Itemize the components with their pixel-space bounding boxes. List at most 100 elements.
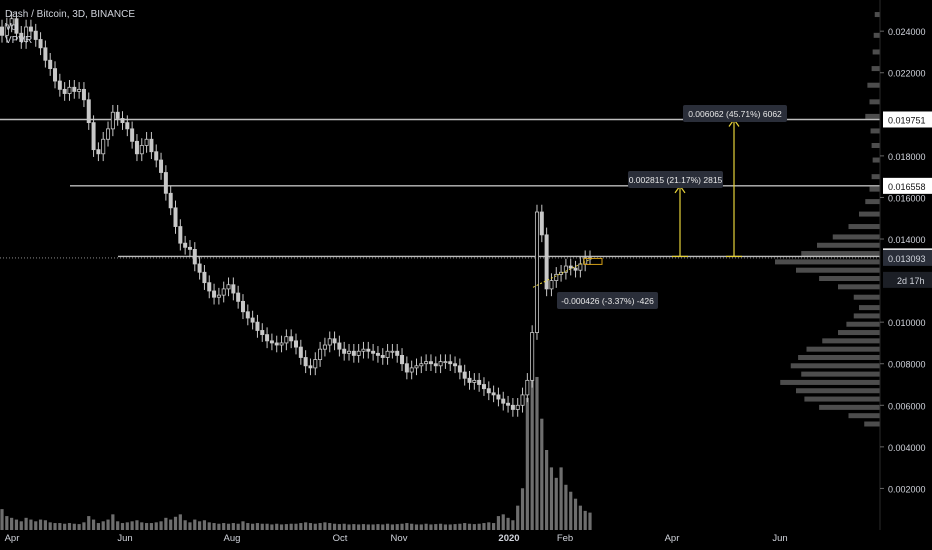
candle-body xyxy=(96,149,101,155)
volume-bar xyxy=(58,523,62,530)
candle-body xyxy=(289,336,294,342)
candles xyxy=(0,11,593,417)
volume-bar xyxy=(217,523,221,530)
candle-body xyxy=(496,394,501,400)
candle-body xyxy=(0,26,4,36)
volume-bar xyxy=(91,519,96,530)
candle-body xyxy=(559,271,564,275)
volume-bar xyxy=(82,522,86,530)
profile-bar xyxy=(780,379,880,385)
candle-body xyxy=(284,336,289,344)
volume-bar xyxy=(352,524,356,530)
profile-bar xyxy=(853,313,880,319)
candle-body xyxy=(438,361,443,367)
volume-bar xyxy=(385,523,390,530)
volume-bar xyxy=(299,523,303,530)
profile-bar xyxy=(859,211,880,217)
candle-body xyxy=(144,138,149,146)
volume-bar xyxy=(140,522,144,530)
volume-bar xyxy=(10,517,14,530)
volume-bar xyxy=(87,516,91,530)
profile-bar xyxy=(819,276,880,282)
vpvr-indicator-label[interactable]: VPVR xyxy=(5,35,33,46)
volume-bar xyxy=(116,521,120,530)
volume-bar xyxy=(226,523,231,530)
profile-bar xyxy=(865,113,880,119)
price-tick-label: 0.006000 xyxy=(888,401,926,411)
candle-body xyxy=(568,265,573,269)
candle-body xyxy=(28,26,33,32)
symbol-title[interactable]: Dash / Bitcoin, 3D, BINANCE xyxy=(5,9,136,20)
volume-bar xyxy=(559,467,563,530)
candle-body xyxy=(197,263,202,273)
measurement-tools[interactable]: 0.006062 (45.71%) 6062 0.002815 (21.17%) … xyxy=(532,105,787,309)
candle-body xyxy=(154,151,159,161)
measure-box xyxy=(583,257,603,265)
volume-bar xyxy=(270,524,274,530)
profile-bar xyxy=(865,199,880,205)
time-axis[interactable]: Apr Jun Aug Oct Nov 2020 Feb Apr Jun xyxy=(5,533,788,544)
candle-body xyxy=(385,350,390,358)
candle-body xyxy=(43,47,48,61)
volume-bar xyxy=(530,370,534,530)
candle-body xyxy=(240,300,245,313)
candle-body xyxy=(110,111,115,130)
candle-body xyxy=(419,363,424,367)
price-tick-label: 0.022000 xyxy=(888,69,926,79)
candle-body xyxy=(139,145,144,155)
volume-bar xyxy=(366,524,370,530)
candle-body xyxy=(130,128,135,142)
candle-body xyxy=(163,172,168,194)
candle-body xyxy=(274,342,279,346)
volume-bar xyxy=(496,516,501,530)
profile-bar xyxy=(872,157,880,163)
volume-bar xyxy=(5,516,9,530)
volume-bar xyxy=(501,514,505,530)
candle-body xyxy=(481,384,486,390)
candle-body xyxy=(173,207,178,227)
profile-bar xyxy=(796,388,880,394)
candle-body xyxy=(106,128,111,140)
volume-bar xyxy=(34,521,38,530)
profile-bar xyxy=(804,396,880,402)
profile-bar xyxy=(872,49,880,55)
price-tick-label: 0.016000 xyxy=(888,193,926,203)
vol-indicator-label[interactable]: Vol xyxy=(5,22,19,33)
profile-bar xyxy=(873,32,880,38)
price-tick-label: 0.002000 xyxy=(888,484,926,494)
volume-bar xyxy=(67,523,72,530)
candle-body xyxy=(409,367,414,373)
candle-body xyxy=(371,350,376,354)
time-tick-label: 2020 xyxy=(498,533,519,544)
volume-bar xyxy=(164,517,168,530)
candle-body xyxy=(563,265,568,273)
volume-bar xyxy=(241,521,245,530)
candle-body xyxy=(414,365,419,369)
volume-bar xyxy=(72,523,76,530)
candle-body xyxy=(347,350,352,354)
volume-bar xyxy=(381,524,385,530)
countdown-label: 2d 17h xyxy=(897,276,925,286)
price-tick-label: 0.013093 xyxy=(888,254,926,264)
profile-bar xyxy=(775,259,880,265)
volume-bar xyxy=(178,514,182,530)
price-tick-label: 0.004000 xyxy=(888,443,926,453)
candle-body xyxy=(125,122,130,130)
profile-bar xyxy=(867,82,880,88)
volume-bar xyxy=(236,523,240,530)
price-axis[interactable]: 0.024000 0.022000 0.019751 0.018000 0.016558… xyxy=(879,0,932,530)
volume-bars xyxy=(0,370,592,530)
volume-bar xyxy=(169,519,173,530)
level-price-badge xyxy=(883,111,932,128)
candle-body xyxy=(221,288,226,296)
candle-body xyxy=(375,352,380,356)
time-tick-label: Oct xyxy=(333,533,348,544)
volume-bar xyxy=(347,524,351,530)
candle-body xyxy=(216,294,221,298)
measure-dashed-line xyxy=(532,257,593,288)
price-tick-label: 0.014000 xyxy=(888,235,926,245)
volume-bar xyxy=(419,524,423,530)
candle-body xyxy=(19,32,24,42)
